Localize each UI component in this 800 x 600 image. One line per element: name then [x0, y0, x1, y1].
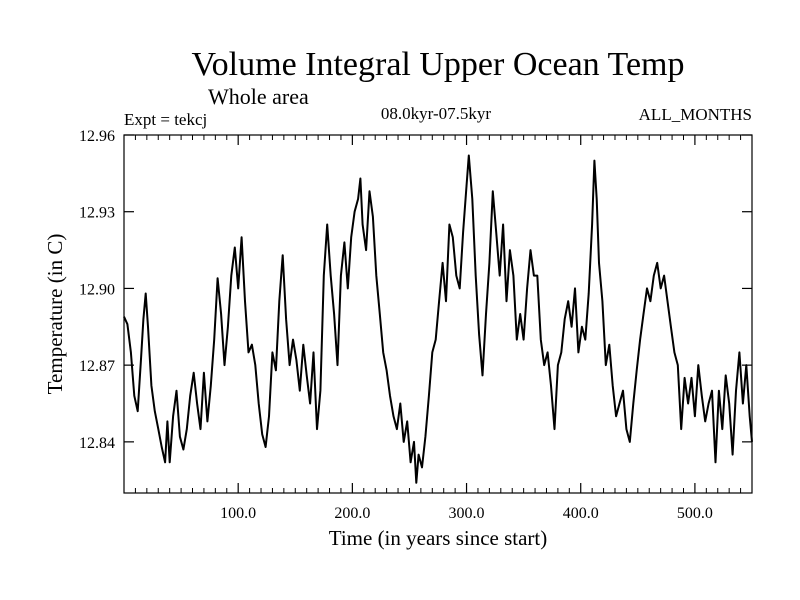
chart-subtitle: Whole area	[208, 84, 309, 109]
y-axis-label: Temperature (in C)	[43, 234, 67, 395]
x-tick-label: 200.0	[334, 505, 370, 522]
y-tick-label: 12.87	[79, 358, 115, 375]
experiment-label: Expt = tekcj	[124, 110, 207, 129]
chart-title: Volume Integral Upper Ocean Temp	[192, 46, 685, 83]
plot-frame	[123, 134, 753, 494]
x-axis-label: Time (in years since start)	[329, 526, 548, 550]
period-label: 08.0kyr-07.5kyr	[381, 104, 491, 123]
y-tick-label: 12.93	[79, 205, 115, 222]
x-tick-label: 500.0	[677, 505, 713, 522]
x-tick-label: 100.0	[220, 505, 256, 522]
y-tick-label: 12.84	[79, 435, 115, 452]
x-tick-label: 400.0	[563, 505, 599, 522]
temperature-series-line	[123, 154, 753, 484]
y-tick-label: 12.90	[79, 281, 115, 298]
y-axis: 12.84 12.87 12.90 12.93 12.96	[79, 128, 752, 452]
x-tick-label: 300.0	[449, 505, 485, 522]
y-tick-label: 12.96	[79, 128, 115, 145]
months-label: ALL_MONTHS	[639, 105, 752, 124]
x-axis: 100.0 200.0 300.0 400.0 500.0	[134, 135, 742, 522]
